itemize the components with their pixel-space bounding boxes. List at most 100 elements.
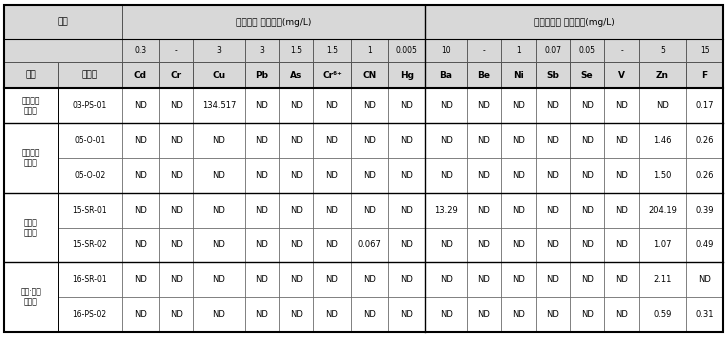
Bar [279,297,313,332]
Bar [639,193,686,227]
Bar [121,123,159,158]
Text: 1.07: 1.07 [653,241,672,249]
Text: ND: ND [546,206,559,215]
Bar [57,263,121,297]
Bar [121,227,159,263]
Bar [279,263,313,297]
Text: 03-PS-01: 03-PS-01 [73,101,107,110]
Bar [467,263,501,297]
Text: ND: ND [401,310,413,319]
Text: 0.49: 0.49 [696,241,714,249]
Bar [193,123,244,158]
Bar [57,158,121,193]
Bar [501,193,536,227]
Bar [686,227,723,263]
Text: ND: ND [615,241,628,249]
Bar [350,88,388,123]
Bar [536,227,570,263]
Text: 1.5: 1.5 [290,46,302,55]
Bar [467,88,501,123]
Bar [121,158,159,193]
Bar [4,193,57,263]
Text: ND: ND [581,206,594,215]
Bar [467,193,501,227]
Text: Sb: Sb [546,70,559,80]
Bar [467,193,501,227]
Text: -: - [174,46,177,55]
Bar [604,158,639,193]
Bar [193,227,244,263]
Bar [159,158,193,193]
Bar [425,193,467,227]
Bar [121,227,159,263]
Bar [159,62,193,88]
Text: ND: ND [326,101,339,110]
Bar [604,88,639,123]
Bar [604,263,639,297]
Bar [244,263,279,297]
Bar [536,39,570,62]
Bar [686,88,723,123]
Bar [604,39,639,62]
Bar [604,158,639,193]
Text: ND: ND [581,136,594,145]
Bar [57,227,121,263]
Bar [313,123,350,158]
Bar [121,158,159,193]
Text: ND: ND [512,206,525,215]
Bar [244,158,279,193]
Bar [604,123,639,158]
Bar [350,263,388,297]
Bar [639,39,686,62]
Bar [159,62,193,88]
Bar [425,88,467,123]
Bar [121,263,159,297]
Bar [467,158,501,193]
Text: Cd: Cd [134,70,147,80]
Bar [159,227,193,263]
Text: 석유정제
폐기물: 석유정제 폐기물 [21,148,40,168]
Bar [388,158,425,193]
Text: ND: ND [290,171,302,180]
Text: ND: ND [440,310,452,319]
Text: ND: ND [212,310,225,319]
Bar [121,193,159,227]
Text: ND: ND [546,310,559,319]
Bar [279,62,313,88]
Bar [121,123,159,158]
Text: Cr⁶⁺: Cr⁶⁺ [322,70,342,80]
Bar [570,227,604,263]
Text: ND: ND [512,136,525,145]
Bar [570,62,604,88]
Bar [193,62,244,88]
Bar [244,158,279,193]
Bar [501,227,536,263]
Bar [425,5,723,39]
Bar [159,297,193,332]
Text: -: - [483,46,486,55]
Bar [244,62,279,88]
Text: Zn: Zn [656,70,669,80]
Bar [536,158,570,193]
Text: ND: ND [440,136,452,145]
Text: ND: ND [546,136,559,145]
Bar [536,62,570,88]
Bar [686,123,723,158]
Bar [604,193,639,227]
Text: 규제물질 제안기준(mg/L): 규제물질 제안기준(mg/L) [236,18,311,27]
Bar [193,263,244,297]
Bar [639,297,686,332]
Bar [639,62,686,88]
Bar [244,227,279,263]
Bar [313,62,350,88]
Text: 134.517: 134.517 [202,101,236,110]
Bar [686,62,723,88]
Bar [570,297,604,332]
Text: ND: ND [326,310,339,319]
Text: 0.59: 0.59 [654,310,672,319]
Bar [425,193,467,227]
Bar [388,263,425,297]
Bar [501,123,536,158]
Bar [159,193,193,227]
Bar [57,193,121,227]
